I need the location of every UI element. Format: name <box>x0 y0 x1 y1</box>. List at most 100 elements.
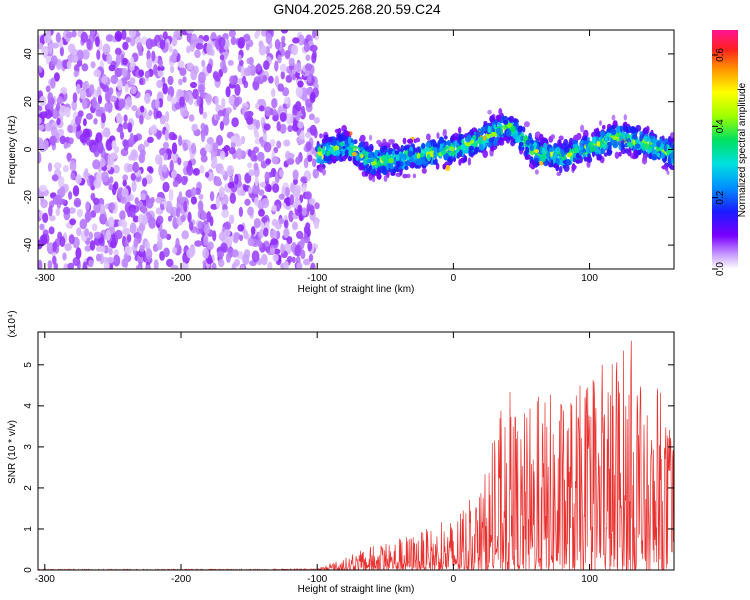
spectrogram-cell <box>264 171 270 182</box>
spectrogram-cell <box>283 260 289 269</box>
spectrogram-cell <box>377 160 381 167</box>
spectrogram-cell <box>41 45 49 57</box>
spectrogram-cell <box>296 230 304 240</box>
y-tick-label: 1 <box>23 526 34 532</box>
spectrogram-cell <box>163 247 170 258</box>
spectrogram-cell <box>366 167 370 173</box>
spectrogram-cell <box>128 154 134 161</box>
spectrogram-cell <box>130 85 137 95</box>
spectrogram-cell <box>71 30 77 38</box>
spectrogram-cell <box>82 261 88 269</box>
spectrogram-cell <box>292 221 298 231</box>
spectrogram-cell <box>602 143 607 149</box>
spectrogram-cell <box>93 231 102 239</box>
spectrogram-cell <box>182 76 187 83</box>
snr-x-ticks: -300 -200 -100 0 100 <box>35 332 598 585</box>
spectrogram-cell <box>319 133 323 139</box>
spectrogram-cell <box>556 158 560 165</box>
spectrogram-cell <box>291 44 299 56</box>
spectrogram-cell <box>228 147 236 155</box>
x-tick-label: -200 <box>171 574 191 585</box>
spectrogram-cell <box>271 155 279 165</box>
spectrogram-cell <box>120 196 127 204</box>
spectrogram-cell <box>478 144 484 150</box>
spectrogram-cell <box>63 206 70 215</box>
spectrogram-cell <box>88 231 94 240</box>
spectrogram-cell <box>229 192 236 204</box>
spectrogram-cell <box>403 146 407 151</box>
spectrogram-cell <box>566 152 571 158</box>
spectrogram-cell <box>69 218 77 226</box>
spectrogram-cell <box>153 259 159 269</box>
spectrogram-x-label: Height of straight line (km) <box>298 284 415 295</box>
spectrogram-cell <box>585 157 591 162</box>
spectrogram-cell <box>267 261 273 269</box>
spectrogram-cell <box>293 186 301 197</box>
spectrogram-cell <box>383 175 388 182</box>
spectrogram-cell <box>139 77 144 85</box>
spectrogram-cell <box>259 228 264 239</box>
spectrogram-cell <box>344 138 349 144</box>
spectrogram-cell <box>358 137 364 142</box>
spectrogram-cell <box>108 264 114 269</box>
spectrogram-cell <box>231 249 239 258</box>
spectrogram-cell <box>575 159 580 164</box>
spectrogram-cell <box>209 191 215 202</box>
spectrogram-cell <box>64 243 72 252</box>
snr-y-scale: (x10⁴) <box>7 310 18 337</box>
spectrogram-cell <box>122 41 129 51</box>
spectrogram-cell <box>200 130 206 143</box>
spectrogram-cell <box>280 70 285 80</box>
spectrogram-cell <box>90 30 96 36</box>
spectrogram-cell <box>274 75 280 88</box>
spectrogram-cell <box>604 135 608 144</box>
snr-line <box>38 340 675 572</box>
spectrogram-cell <box>153 63 158 76</box>
spectrogram-cell <box>257 240 263 248</box>
spectrogram-cell <box>107 216 115 228</box>
snr-panel: -300 -200 -100 0 100 0 1 2 3 4 5 Height of straig… <box>7 310 675 595</box>
spectrogram-cell <box>295 256 301 265</box>
spectrogram-cell <box>390 164 394 170</box>
spectrogram-cell <box>528 163 533 168</box>
spectrogram-cell <box>271 88 276 98</box>
spectrogram-cell <box>584 135 588 141</box>
spectrogram-cell <box>316 157 321 164</box>
spectrogram-cell <box>38 151 42 163</box>
spectrogram-cell <box>344 149 350 158</box>
spectrogram-cell <box>308 198 316 205</box>
spectrogram-cell <box>613 120 618 125</box>
spectrogram-cell <box>263 227 269 237</box>
spectrogram-cell <box>214 179 223 187</box>
spectrogram-cell <box>139 114 144 125</box>
spectrogram-cell <box>103 245 109 254</box>
spectrogram-cell <box>200 154 208 163</box>
spectrogram-cell <box>220 168 226 176</box>
x-tick-label: -100 <box>307 574 327 585</box>
spectrogram-cell <box>351 152 358 157</box>
spectrogram-cell <box>51 174 59 182</box>
spectrogram-cell <box>669 165 674 171</box>
spectrogram-cell <box>181 175 188 186</box>
spectrogram-cell <box>388 149 392 155</box>
spectrogram-cell <box>225 107 232 114</box>
spectrogram-cell <box>242 75 247 85</box>
spectrogram-cell <box>125 36 131 43</box>
spectrogram-cell <box>254 196 259 206</box>
spectrogram-cell <box>141 177 148 187</box>
spectrogram-cell <box>258 208 265 217</box>
spectrogram-cell <box>171 142 178 155</box>
spectrogram-cell <box>627 149 632 157</box>
spectrogram-cell <box>632 139 636 145</box>
spectrogram-cell <box>108 64 116 72</box>
spectrogram-cell <box>106 256 115 264</box>
spectrogram-cell <box>317 146 322 152</box>
spectrogram-cell <box>101 171 109 183</box>
spectrogram-cell <box>663 145 668 152</box>
spectrogram-cell <box>160 203 165 211</box>
spectrogram-cell <box>553 163 558 168</box>
spectrogram-cell <box>413 138 417 144</box>
spectrogram-cell <box>38 42 44 50</box>
spectrogram-cell <box>199 103 204 115</box>
spectrogram-cell <box>237 37 245 49</box>
